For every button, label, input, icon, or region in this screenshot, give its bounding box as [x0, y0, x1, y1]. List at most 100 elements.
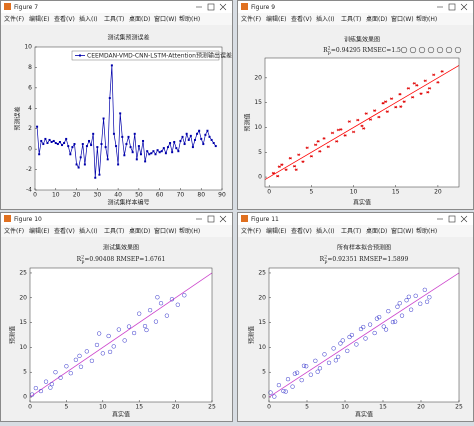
menu-item[interactable]: 帮助(H) [416, 15, 437, 23]
menu-item[interactable]: 桌面(D) [129, 15, 150, 23]
x-tick-label: 0 [267, 404, 271, 411]
menu-item[interactable]: 插入(I) [316, 227, 334, 235]
menu-item[interactable]: 文件(F) [241, 15, 261, 23]
maximize-button[interactable] [448, 3, 456, 11]
menu-item[interactable]: 文件(F) [241, 227, 261, 235]
menu-item[interactable]: 查看(V) [54, 15, 75, 23]
point-marker [187, 138, 190, 141]
point-marker [148, 153, 151, 156]
annotation-sup: 2 [81, 254, 84, 260]
point-marker [155, 295, 160, 300]
point-marker [48, 138, 51, 141]
menu-item[interactable]: 桌面(D) [129, 227, 150, 235]
point-marker [326, 145, 330, 149]
toolbar-icon[interactable] [409, 46, 417, 54]
close-button[interactable] [460, 3, 468, 11]
menu-item[interactable]: 编辑(E) [29, 227, 49, 235]
toolbar-icon[interactable] [418, 46, 426, 54]
annotation-sub: p [81, 260, 84, 265]
toolbar-icon[interactable] [427, 46, 435, 54]
menu-item[interactable]: 窗口(W) [391, 227, 414, 235]
point-marker [43, 379, 49, 384]
menu-item[interactable]: 插入(I) [316, 15, 334, 23]
menu-item[interactable]: 工具(T) [341, 228, 361, 235]
window-icon [241, 3, 248, 10]
toolbar-icon[interactable] [445, 46, 453, 54]
point-marker [42, 143, 45, 146]
point-marker [423, 79, 427, 83]
menu-item[interactable]: 帮助(H) [179, 227, 200, 235]
point-marker [85, 145, 88, 148]
point-marker [377, 115, 381, 119]
menu-item[interactable]: 工具(T) [104, 228, 124, 235]
menu-item[interactable]: 查看(V) [291, 15, 312, 23]
menu-bar [1, 225, 232, 237]
point-marker [38, 388, 44, 394]
toolbar-icon[interactable] [400, 46, 408, 54]
point-marker [160, 150, 163, 153]
menu-item[interactable]: 编辑(E) [29, 15, 49, 23]
close-button[interactable] [219, 215, 227, 223]
close-button[interactable] [460, 215, 468, 223]
point-marker [98, 173, 101, 176]
point-marker [299, 378, 304, 383]
menu-item[interactable]: 插入(I) [79, 227, 97, 235]
menu-item[interactable]: 桌面(D) [366, 15, 387, 23]
point-marker [422, 287, 427, 292]
menu-item[interactable]: 桌面(D) [366, 227, 387, 235]
menu-item[interactable]: 工具(T) [104, 16, 124, 23]
y-tick-label: 25 [258, 269, 266, 276]
y-tick-label: 10 [19, 344, 27, 351]
point-marker [64, 364, 69, 369]
point-marker [61, 144, 64, 147]
y-tick-label: 15 [258, 319, 266, 326]
menu-item[interactable]: 窗口(W) [154, 15, 177, 23]
point-marker [399, 313, 405, 318]
point-marker [290, 384, 295, 389]
menu-item[interactable]: 插入(I) [79, 15, 97, 23]
point-marker [315, 369, 320, 374]
toolbar-icon[interactable] [454, 46, 462, 54]
menu-item[interactable]: 窗口(W) [154, 227, 177, 235]
menu-item[interactable]: 工具(T) [341, 16, 361, 23]
y-tick-label: -4 [26, 187, 32, 194]
point-marker [373, 109, 377, 112]
point-marker [340, 338, 345, 343]
maximize-button[interactable] [207, 215, 215, 223]
menu-item[interactable]: 文件(F) [4, 15, 24, 23]
toolbar-icon[interactable] [436, 46, 444, 54]
point-marker [202, 143, 205, 146]
x-axis-label: 真实值 [355, 411, 373, 419]
maximize-button[interactable] [448, 215, 456, 223]
menu-item[interactable]: 帮助(H) [416, 227, 437, 235]
menu-item[interactable]: 帮助(H) [179, 15, 200, 23]
menu-item[interactable]: 文件(F) [4, 227, 24, 235]
menu-item[interactable]: 查看(V) [54, 227, 75, 235]
point-marker [368, 118, 373, 121]
point-marker [89, 358, 95, 363]
reference-line [29, 272, 213, 398]
point-marker [100, 351, 105, 356]
x-tick-label: 5 [305, 404, 309, 411]
point-marker [362, 127, 366, 130]
point-marker [71, 146, 74, 149]
point-marker [364, 112, 368, 115]
menu-item[interactable]: 窗口(W) [391, 15, 414, 23]
point-marker [415, 83, 419, 87]
annotation-sup: 2 [328, 45, 331, 51]
menu-item[interactable]: 编辑(E) [266, 227, 286, 235]
menu-item[interactable]: 查看(V) [291, 227, 312, 235]
maximize-button[interactable] [207, 3, 215, 11]
title-bar [238, 1, 473, 13]
point-marker [144, 160, 147, 163]
x-tick-label: 10 [350, 189, 358, 196]
point-marker [360, 124, 364, 128]
menu-item[interactable]: 编辑(E) [266, 15, 286, 23]
point-marker [156, 149, 159, 152]
close-button[interactable] [219, 3, 227, 11]
x-tick-label: 60 [156, 192, 164, 199]
point-marker [406, 86, 410, 90]
x-tick-label: 15 [379, 404, 387, 411]
point-marker [426, 90, 430, 94]
point-marker [386, 309, 391, 314]
